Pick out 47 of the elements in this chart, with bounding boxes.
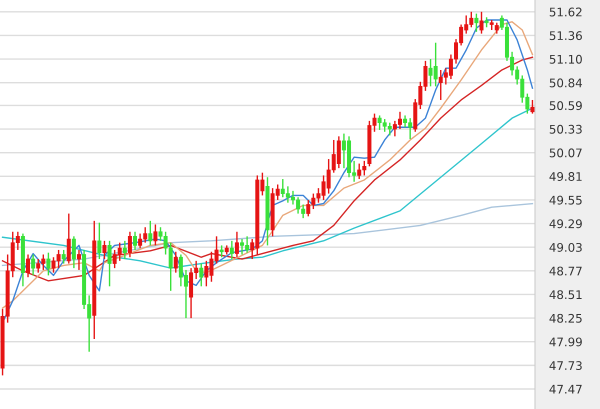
candlestick: [474, 12, 478, 33]
y-tick-label: 49.55: [549, 196, 582, 205]
candlestick: [234, 231, 239, 258]
line-series: [2, 107, 534, 269]
candlestick: [133, 231, 138, 251]
candlestick: [128, 231, 132, 258]
candlestick: [46, 252, 50, 276]
candlestick: [66, 212, 71, 264]
y-tick-label: 49.03: [549, 242, 582, 252]
y-tick-label: 50.59: [550, 101, 582, 110]
y-tick-label: 47.99: [549, 337, 582, 346]
y-tick-label: 51.10: [550, 54, 582, 64]
candlestick: [530, 99, 534, 114]
candlestick: [26, 254, 30, 278]
candlestick: [479, 11, 484, 34]
y-tick-label: 51.62: [550, 8, 582, 16]
y-tick-label: 51.36: [550, 31, 582, 40]
y-tick-label: 50.33: [550, 124, 582, 134]
y-tick-label: 47.73: [549, 361, 582, 370]
y-tick-label: 50.84: [550, 78, 582, 88]
candlestick: [484, 16, 489, 28]
y-tick-label: 47.47: [549, 384, 582, 394]
candlestick: [230, 240, 234, 260]
candlestick: [220, 244, 224, 258]
candlestick: [224, 244, 229, 256]
y-tick-label: 48.25: [549, 314, 582, 323]
candlestick: [76, 249, 81, 271]
candlestick: [494, 22, 499, 34]
candlestick: [31, 254, 36, 276]
y-tick-label: 48.77: [549, 266, 582, 276]
y-tick-label: 50.07: [550, 148, 582, 158]
candlestick: [174, 251, 178, 274]
y-tick-label: 48.51: [549, 290, 582, 300]
candlestick: [153, 224, 158, 246]
y-tick-label: 49.29: [549, 219, 582, 228]
candlestick: [490, 19, 494, 31]
candlestick: [72, 236, 76, 269]
candlestick: [102, 240, 106, 260]
candlestick: [148, 220, 152, 246]
candlestick: [199, 262, 204, 287]
line-series: [2, 202, 534, 266]
candlestick: [122, 240, 127, 260]
candlestick: [62, 249, 66, 264]
candlestick: [97, 222, 102, 260]
y-tick-label: 49.81: [549, 172, 582, 181]
line-series: [2, 56, 534, 282]
candlestick: [108, 240, 112, 287]
